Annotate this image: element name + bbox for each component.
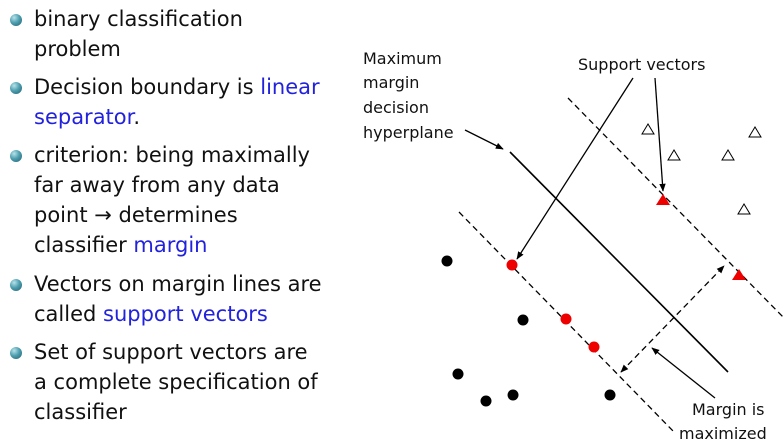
bullet-ball-icon — [10, 14, 22, 26]
bullet-ball-icon — [10, 347, 22, 359]
circle-point — [507, 389, 519, 401]
bullet-text: . — [133, 105, 141, 129]
triangle-point — [737, 203, 751, 215]
bullet-text: binary classification problem — [34, 7, 243, 61]
triangle-point — [641, 123, 655, 135]
support-vector-circle — [560, 313, 572, 325]
hyperplane-pointer-arrow — [464, 129, 504, 150]
triangle-point — [721, 149, 735, 161]
bullet-ball-icon — [10, 82, 22, 94]
support-vector-arrow-right — [654, 77, 666, 192]
support-vectors-label: Support vectors — [578, 55, 705, 74]
support-vector-triangle — [732, 269, 746, 280]
hyperplane-label: Maximum margin decision hyperplane — [363, 49, 454, 142]
highlighted-term: support vectors — [103, 302, 268, 326]
triangle-point — [748, 126, 762, 138]
bullet-item: Vectors on margin lines are called suppo… — [6, 269, 326, 329]
circle-class-points — [441, 255, 616, 407]
circle-point — [441, 255, 453, 267]
highlighted-term: linear separator — [34, 75, 320, 129]
decision-hyperplane — [509, 151, 729, 373]
circle-point — [517, 314, 529, 326]
bullet-text: criterion: being maximally far away from… — [34, 143, 310, 257]
highlighted-term: margin — [133, 233, 208, 257]
bullet-text: Decision boundary is — [34, 75, 261, 99]
margin-label: Margin is maximized — [679, 400, 770, 443]
bullet-text: Set of support vectors are a complete sp… — [34, 340, 318, 424]
bullet-ball-icon — [10, 279, 22, 291]
support-vector-triangle — [656, 194, 670, 205]
triangle-class-points — [641, 123, 762, 215]
bullet-item: Decision boundary is linear separator. — [6, 72, 326, 132]
circle-point — [452, 368, 464, 380]
circle-point — [604, 389, 616, 401]
bullet-ball-icon — [10, 150, 22, 162]
circle-point — [480, 395, 492, 407]
bullet-text: Vectors on margin lines are called — [34, 272, 322, 326]
margin-pointer-arrow — [651, 347, 716, 399]
bullet-item: criterion: being maximally far away from… — [6, 140, 326, 260]
bullet-item: binary classification problem — [6, 4, 326, 64]
support-vector-circles — [506, 259, 600, 353]
bullet-item: Set of support vectors are a complete sp… — [6, 337, 326, 427]
triangle-point — [667, 149, 681, 161]
support-vector-circle — [506, 259, 518, 271]
upper-margin-line — [567, 97, 784, 319]
support-vector-arrow-left — [516, 77, 634, 260]
support-vector-circle — [588, 341, 600, 353]
margin-width-arrow — [620, 265, 725, 373]
bullet-list: binary classification problem Decision bo… — [6, 4, 326, 435]
